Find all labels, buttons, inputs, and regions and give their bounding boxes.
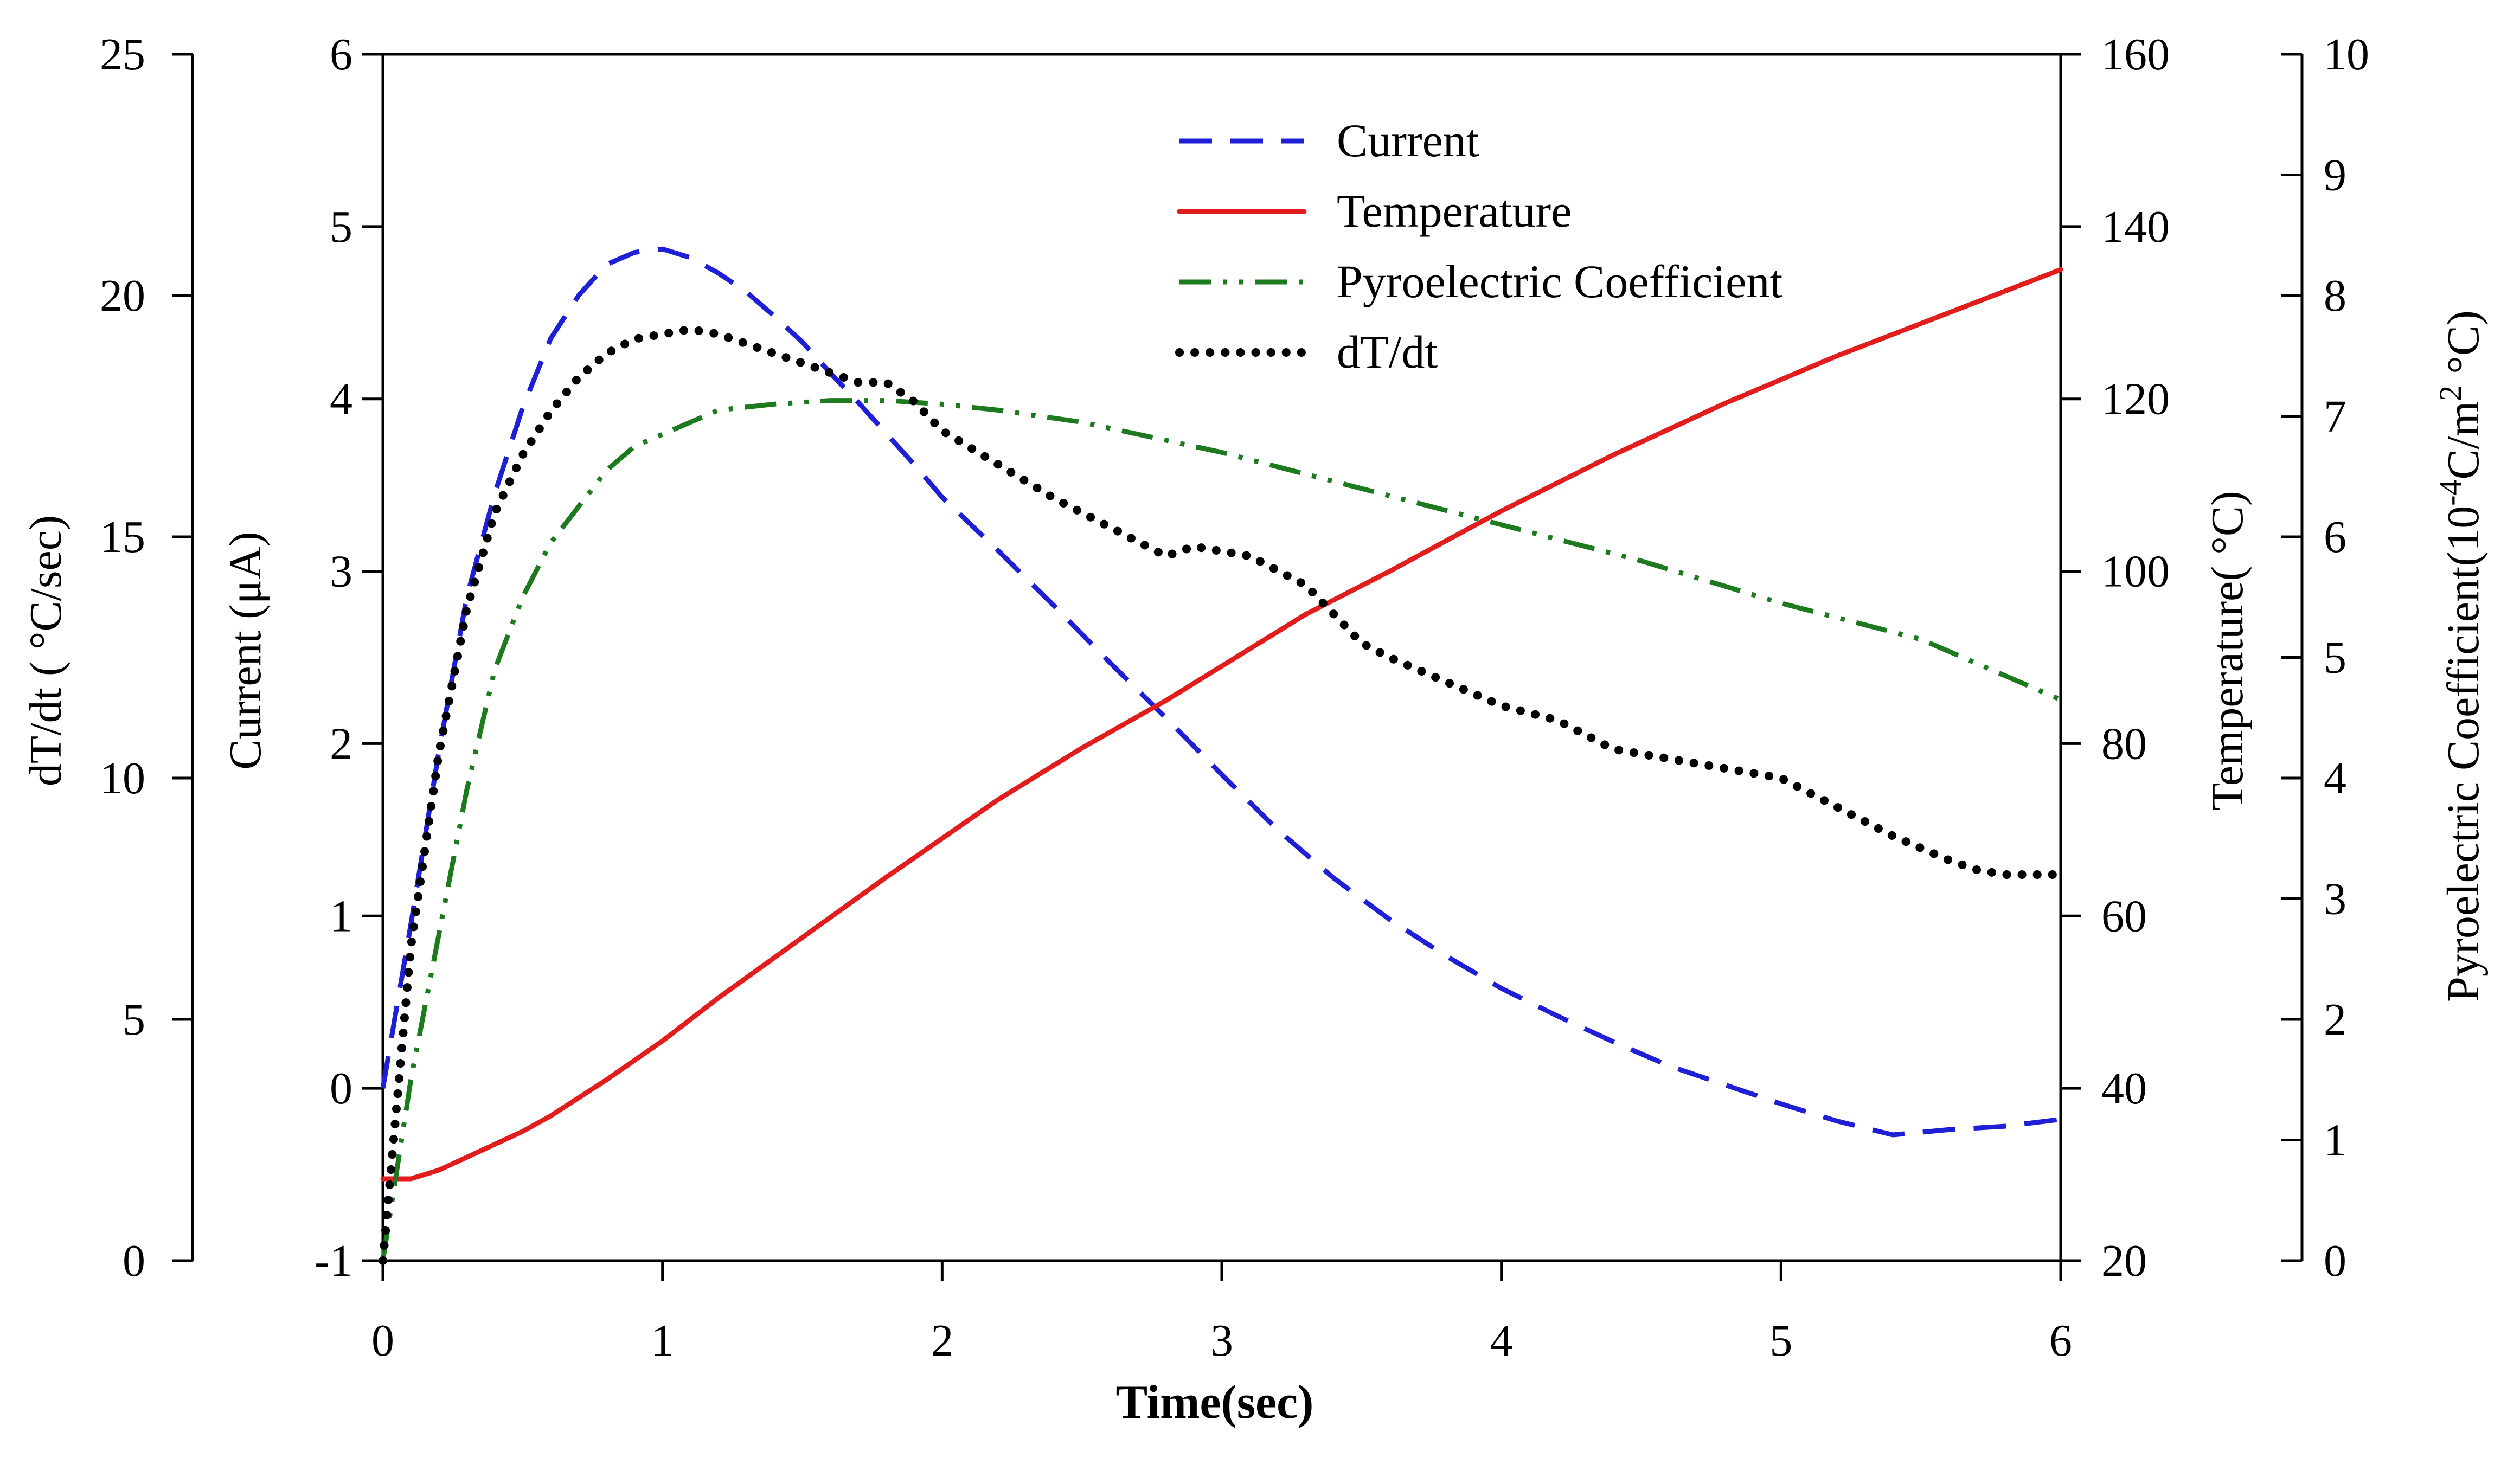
- temperature-tick-label: 20: [2101, 1236, 2147, 1286]
- dtdt-tick-label: 25: [100, 29, 145, 80]
- pyro-axis-title: Pyroelectric Coefficient(10-4C/m2 °C): [2433, 310, 2489, 1002]
- dtdt-tick-label: 0: [123, 1236, 145, 1286]
- current-tick-label: 0: [330, 1063, 352, 1114]
- legend-label-dt-dt: dT/dt: [1337, 326, 1438, 378]
- temperature-axis-title: Temperature( °C): [2202, 491, 2253, 811]
- x-tick-label: 2: [931, 1315, 953, 1366]
- current-tick-label: 6: [330, 29, 352, 80]
- pyro-title-suffix: °C): [2438, 310, 2489, 386]
- pyro-tick-label: 4: [2324, 753, 2346, 804]
- temperature-tick-label: 100: [2101, 547, 2170, 597]
- current-tick-label: 1: [330, 891, 352, 941]
- pyro-tick-label: 2: [2324, 994, 2346, 1045]
- x-tick-label: 6: [2049, 1315, 2072, 1366]
- temperature-tick-label: 140: [2101, 202, 2170, 252]
- pyro-title-exp2: 2: [2433, 386, 2468, 401]
- x-tick-label: 3: [1210, 1315, 1233, 1366]
- series-current-line: [380, 246, 2061, 1138]
- pyro-title-prefix: Pyroelectric Coefficient(10: [2438, 506, 2489, 1002]
- x-tick-label: 5: [1769, 1315, 1792, 1366]
- pyro-tick-label: 5: [2324, 633, 2346, 683]
- x-tick-label: 4: [1490, 1315, 1513, 1366]
- series-layer: [379, 246, 2065, 1265]
- current-tick-label: 4: [330, 374, 352, 425]
- pyro-tick-label: 6: [2324, 512, 2346, 562]
- dtdt-tick-label: 10: [100, 753, 145, 804]
- legend-label-current: Current: [1337, 114, 1479, 166]
- dtdt-tick-label: 15: [100, 512, 145, 562]
- pyro-tick-label: 1: [2324, 1115, 2346, 1166]
- pyro-title-exp1: -4: [2433, 479, 2468, 505]
- temperature-tick-label: 80: [2101, 718, 2147, 769]
- current-tick-label: 2: [330, 718, 352, 769]
- dtdt-tick-label: 20: [100, 271, 145, 321]
- legend: Current Temperature Pyroelectric Coefficie…: [1175, 114, 1782, 378]
- legend-label-temperature: Temperature: [1337, 185, 1572, 237]
- temperature-tick-label: 40: [2101, 1063, 2147, 1114]
- current-tick-label: -1: [315, 1236, 352, 1286]
- pyro-tick-label: 0: [2324, 1236, 2346, 1286]
- legend-label-pyroelectric-coefficient: Pyroelectric Coefficient: [1337, 255, 1782, 307]
- pyro-tick-label: 3: [2324, 874, 2346, 924]
- pyro-tick-label: 10: [2324, 29, 2369, 80]
- series-temperature-line: [380, 267, 2063, 1182]
- temperature-tick-label: 120: [2101, 374, 2170, 425]
- current-tick-label: 3: [330, 547, 352, 597]
- pyro-title-mid: C/m: [2438, 401, 2489, 480]
- pyro-tick-label: 9: [2324, 150, 2346, 201]
- axis-titles: Time(sec) dT/dt ( °C/sec) Current (μA) T…: [21, 310, 2489, 1429]
- x-tick-label: 0: [371, 1315, 394, 1366]
- plot-frame: [381, 53, 2062, 1262]
- axes-layer: -101234560510152025204060801001201401600…: [100, 29, 2369, 1366]
- temperature-tick-label: 60: [2101, 891, 2147, 941]
- series-pyroelectric-coefficient-line: [380, 398, 2062, 1261]
- dtdt-tick-label: 5: [123, 994, 145, 1045]
- dtdt-axis-title: dT/dt ( °C/sec): [21, 515, 71, 786]
- x-axis-title: Time(sec): [1116, 1376, 1314, 1429]
- x-tick-label: 1: [651, 1315, 674, 1366]
- current-axis-title: Current (μA): [220, 531, 271, 769]
- current-tick-label: 5: [330, 202, 352, 252]
- series-dt-dt-line: [379, 325, 2065, 1265]
- plot-border: [381, 53, 2062, 1262]
- temperature-tick-label: 160: [2101, 29, 2170, 80]
- pyro-tick-label: 7: [2324, 391, 2346, 442]
- pyro-tick-label: 8: [2324, 271, 2346, 321]
